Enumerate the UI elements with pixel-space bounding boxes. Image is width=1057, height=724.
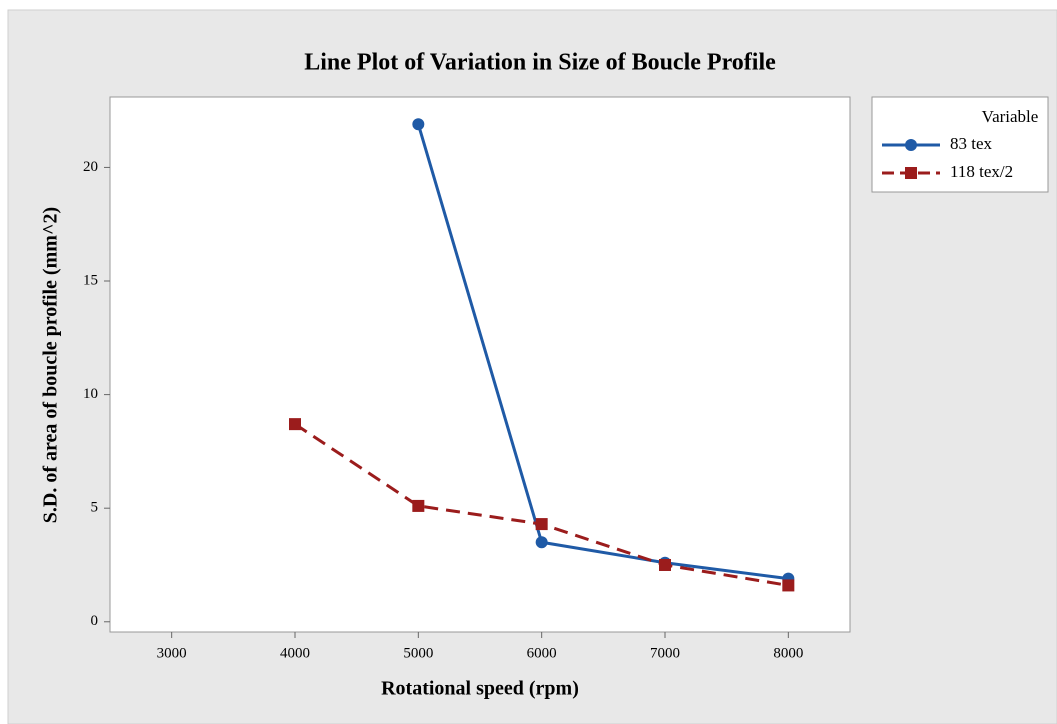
data-point <box>412 499 425 512</box>
y-tick-label: 10 <box>83 386 98 402</box>
data-point <box>535 536 548 549</box>
legend-label: 118 tex/2 <box>950 162 1013 181</box>
series-line <box>416 123 789 581</box>
plot-area <box>109 96 851 633</box>
legend-label: 83 tex <box>950 134 993 153</box>
y-tick-label: 20 <box>83 159 98 175</box>
data-point <box>412 118 425 131</box>
x-tick-label: 4000 <box>280 645 310 661</box>
legend-title: Variable <box>982 107 1039 126</box>
chart-title: Line Plot of Variation in Size of Boucle… <box>304 50 776 76</box>
data-point <box>535 518 548 531</box>
y-tick-label: 15 <box>83 272 98 288</box>
x-tick-label: 5000 <box>403 645 433 661</box>
x-tick-label: 7000 <box>650 645 680 661</box>
x-tick-label: 6000 <box>527 645 557 661</box>
legend-marker <box>905 139 917 151</box>
x-axis-label: Rotational speed (rpm) <box>381 678 579 700</box>
data-point <box>289 418 301 431</box>
y-tick-label: 5 <box>91 500 99 516</box>
y-axis-label: S.D. of area of boucle profile (mm^2) <box>40 207 62 523</box>
y-tick-label: 0 <box>91 613 99 629</box>
data-point <box>659 558 671 571</box>
x-tick-label: 3000 <box>157 645 187 661</box>
data-point <box>782 579 795 592</box>
x-tick-label: 8000 <box>773 645 803 661</box>
legend-marker <box>905 167 917 179</box>
